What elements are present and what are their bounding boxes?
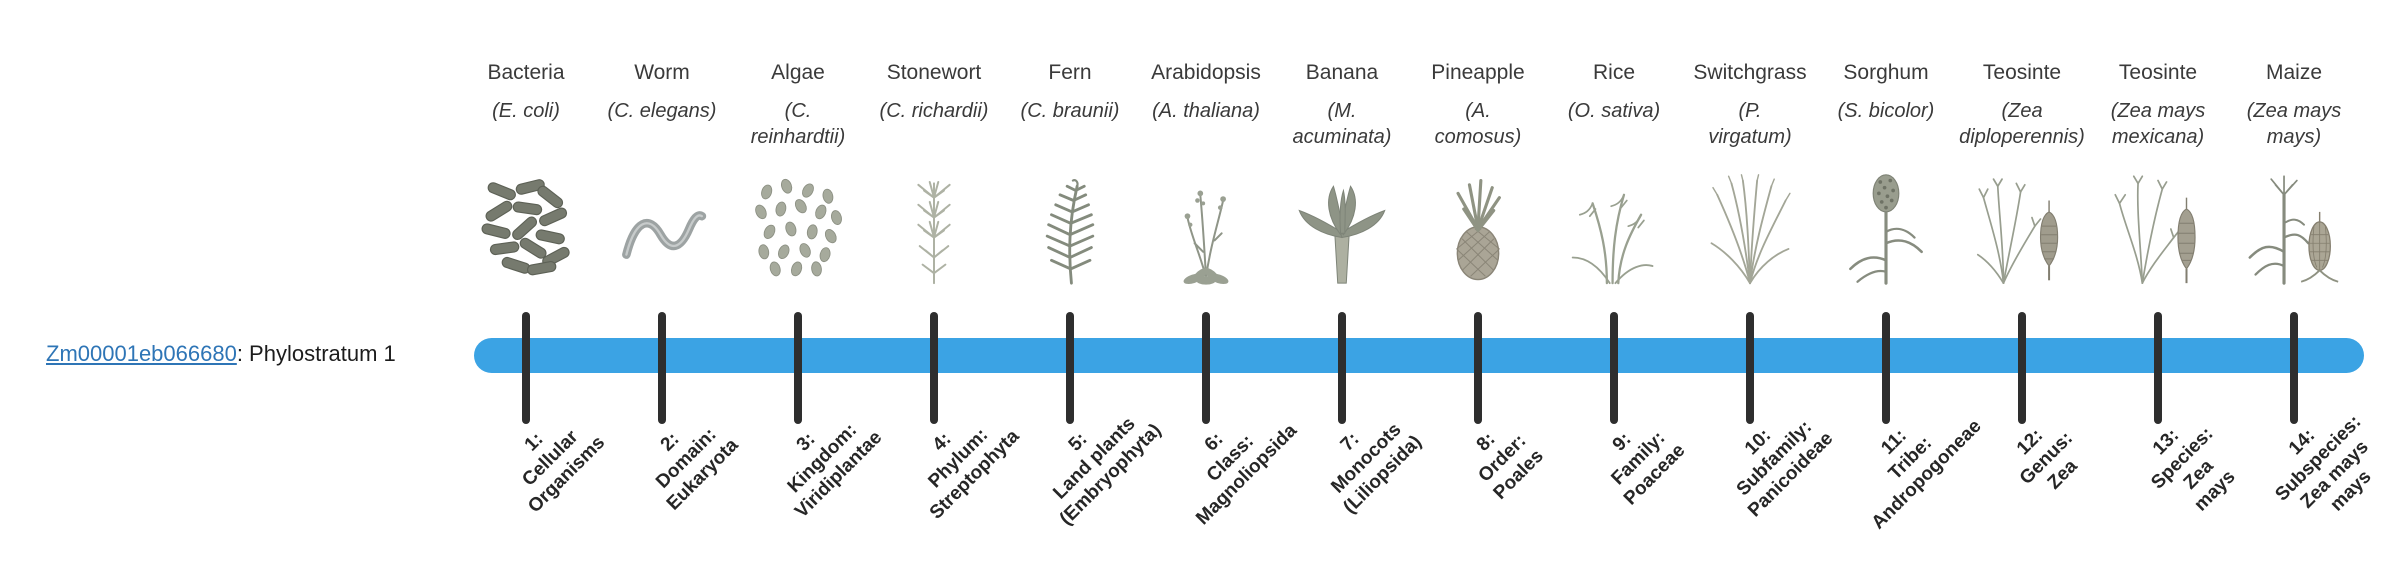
- bacteria-illustration: [481, 179, 570, 276]
- organism-name: Worm: [634, 61, 690, 84]
- organism-name: Sorghum: [1843, 61, 1929, 84]
- phylostratum-bar: [474, 338, 2364, 373]
- pineapple-illustration: [1456, 178, 1501, 281]
- phylostratum-label-3: 3: Kingdom: Viridiplantae: [783, 419, 887, 523]
- algae-illustration: [755, 178, 842, 277]
- rice-illustration: [1571, 193, 1654, 285]
- phylostratum-tick-9: [1610, 312, 1618, 424]
- organism-scientific-name: (E. coli): [492, 100, 560, 122]
- organism-column-banana: Banana (M. acuminata): [1267, 58, 1417, 286]
- organism-column-teosinte-mexicana: Teosinte (Zea mays mexicana): [2083, 58, 2233, 286]
- organism-scientific-name: (C. richardii): [879, 100, 989, 122]
- phylostratum-label-9: 9: Family: Poaceae: [1607, 427, 1690, 510]
- organism-scientific-name: (C. elegans): [607, 100, 717, 122]
- phylostratum-label-12: 12: Genus: Zea: [2012, 424, 2082, 494]
- phylostratum-tick-3: [794, 312, 802, 424]
- organism-name: Rice: [1592, 61, 1635, 84]
- maize-illustration: [2248, 175, 2339, 285]
- phylostratum-tick-5: [1066, 312, 1074, 424]
- phylostratum-label-5: 5: Land plants (Embryophyta): [1049, 413, 1166, 530]
- organism-column-algae: Algae (C. reinhardtii): [723, 58, 873, 286]
- organism-name: Bacteria: [487, 61, 565, 84]
- phylostratum-tick-2: [658, 312, 666, 424]
- organism-scientific-name: (Zea diploperennis): [1959, 100, 2085, 148]
- organism-name: Stonewort: [886, 61, 982, 84]
- gene-phylostratum-text: : Phylostratum 1: [236, 341, 396, 366]
- organism-column-pineapple: Pineapple (A. comosus): [1403, 58, 1553, 286]
- organism-scientific-name: (A. thaliana): [1152, 100, 1260, 122]
- phylostratum-tick-6: [1202, 312, 1210, 424]
- organism-name: Teosinte: [2118, 61, 2198, 84]
- organism-column-teosinte-diploperennis: Teosinte (Zea diploperennis): [1947, 58, 2097, 286]
- organism-scientific-name: (S. bicolor): [1837, 100, 1935, 122]
- arabidopsis-illustration: [1183, 190, 1229, 285]
- organism-column-fern: Fern (C. braunii): [995, 58, 1145, 286]
- organism-scientific-name: (Zea mays mexicana): [2110, 100, 2206, 148]
- organism-scientific-name: (M. acuminata): [1292, 100, 1392, 148]
- organism-name: Fern: [1048, 61, 1092, 84]
- organism-name: Teosinte: [1982, 61, 2062, 84]
- organism-scientific-name: (O. sativa): [1567, 100, 1661, 122]
- organism-scientific-name: (C. reinhardtii): [750, 100, 846, 148]
- organism-scientific-name: (A. comosus): [1434, 100, 1522, 148]
- phylostratum-tick-4: [930, 312, 938, 424]
- phylostratum-label-14: 14: Subspecies: Zea mays mays: [2271, 411, 2376, 516]
- organism-column-maize: Maize (Zea mays mays): [2219, 58, 2369, 286]
- phylostratum-tick-8: [1474, 312, 1482, 424]
- phylostratum-label-11: 11: Tribe: Andropogoneae: [1867, 415, 1986, 534]
- phylostratum-tick-1: [522, 312, 530, 424]
- organism-name: Pineapple: [1431, 61, 1525, 84]
- phylostratum-tick-12: [2018, 312, 2026, 424]
- fern-illustration: [1045, 179, 1095, 285]
- organism-column-rice: Rice (O. sativa): [1539, 58, 1689, 286]
- sorghum-illustration: [1849, 174, 1923, 285]
- organism-column-sorghum: Sorghum (S. bicolor): [1811, 58, 1961, 286]
- organism-scientific-name: (Zea mays mays): [2246, 100, 2342, 148]
- phylostratum-tick-7: [1338, 312, 1346, 424]
- organism-name: Switchgrass: [1693, 61, 1807, 84]
- phylostratum-label-4: 4: Phylum: Streptophyta: [924, 424, 1024, 524]
- gene-link[interactable]: Zm00001eb066680: [46, 341, 237, 366]
- phylostratum-label-2: 2: Domain: Eukaryota: [652, 424, 743, 515]
- organism-name: Arabidopsis: [1151, 61, 1261, 84]
- organism-column-worm: Worm (C. elegans): [587, 58, 737, 286]
- phylostratum-label-1: 1: Cellular Organisms: [518, 426, 610, 518]
- phylostratum-label-13: 13: Species: Zea mays: [2147, 423, 2240, 516]
- phylostratum-tick-11: [1882, 312, 1890, 424]
- teosinte-mexicana-illustration: [2114, 175, 2196, 285]
- banana-illustration: [1298, 185, 1386, 284]
- organism-scientific-name: (C. braunii): [1020, 100, 1120, 122]
- phylostratum-label-7: 7: Monocots (Liliopsida): [1327, 419, 1426, 518]
- phylostratum-tick-10: [1746, 312, 1754, 424]
- organism-scientific-name: (P. virgatum): [1708, 100, 1792, 148]
- organism-column-stonewort: Stonewort (C. richardii): [859, 58, 1009, 286]
- stonewort-illustration: [917, 180, 951, 285]
- phylostratum-label-8: 8: Order: Poales: [1472, 428, 1548, 504]
- organism-name: Banana: [1305, 61, 1379, 84]
- organism-column-switchgrass: Switchgrass (P. virgatum): [1675, 58, 1825, 286]
- worm-illustration: [622, 211, 707, 259]
- phylostratum-label-6: 6: Class: Magnoliopsida: [1192, 420, 1302, 530]
- teosinte-diploperennis-illustration: [1976, 178, 2059, 285]
- phylostratum-label-10: 10: Subfamily: Panicoideae: [1732, 416, 1838, 522]
- organism-column-bacteria: Bacteria (E. coli): [451, 58, 601, 286]
- organism-column-arabidopsis: Arabidopsis (A. thaliana): [1131, 58, 1281, 286]
- gene-label: Zm00001eb066680: Phylostratum 1: [46, 341, 396, 367]
- organism-name: Algae: [771, 61, 825, 84]
- switchgrass-illustration: [1710, 174, 1791, 285]
- phylostratum-tick-14: [2290, 312, 2298, 424]
- phylostratum-tick-13: [2154, 312, 2162, 424]
- organism-name: Maize: [2265, 61, 2323, 84]
